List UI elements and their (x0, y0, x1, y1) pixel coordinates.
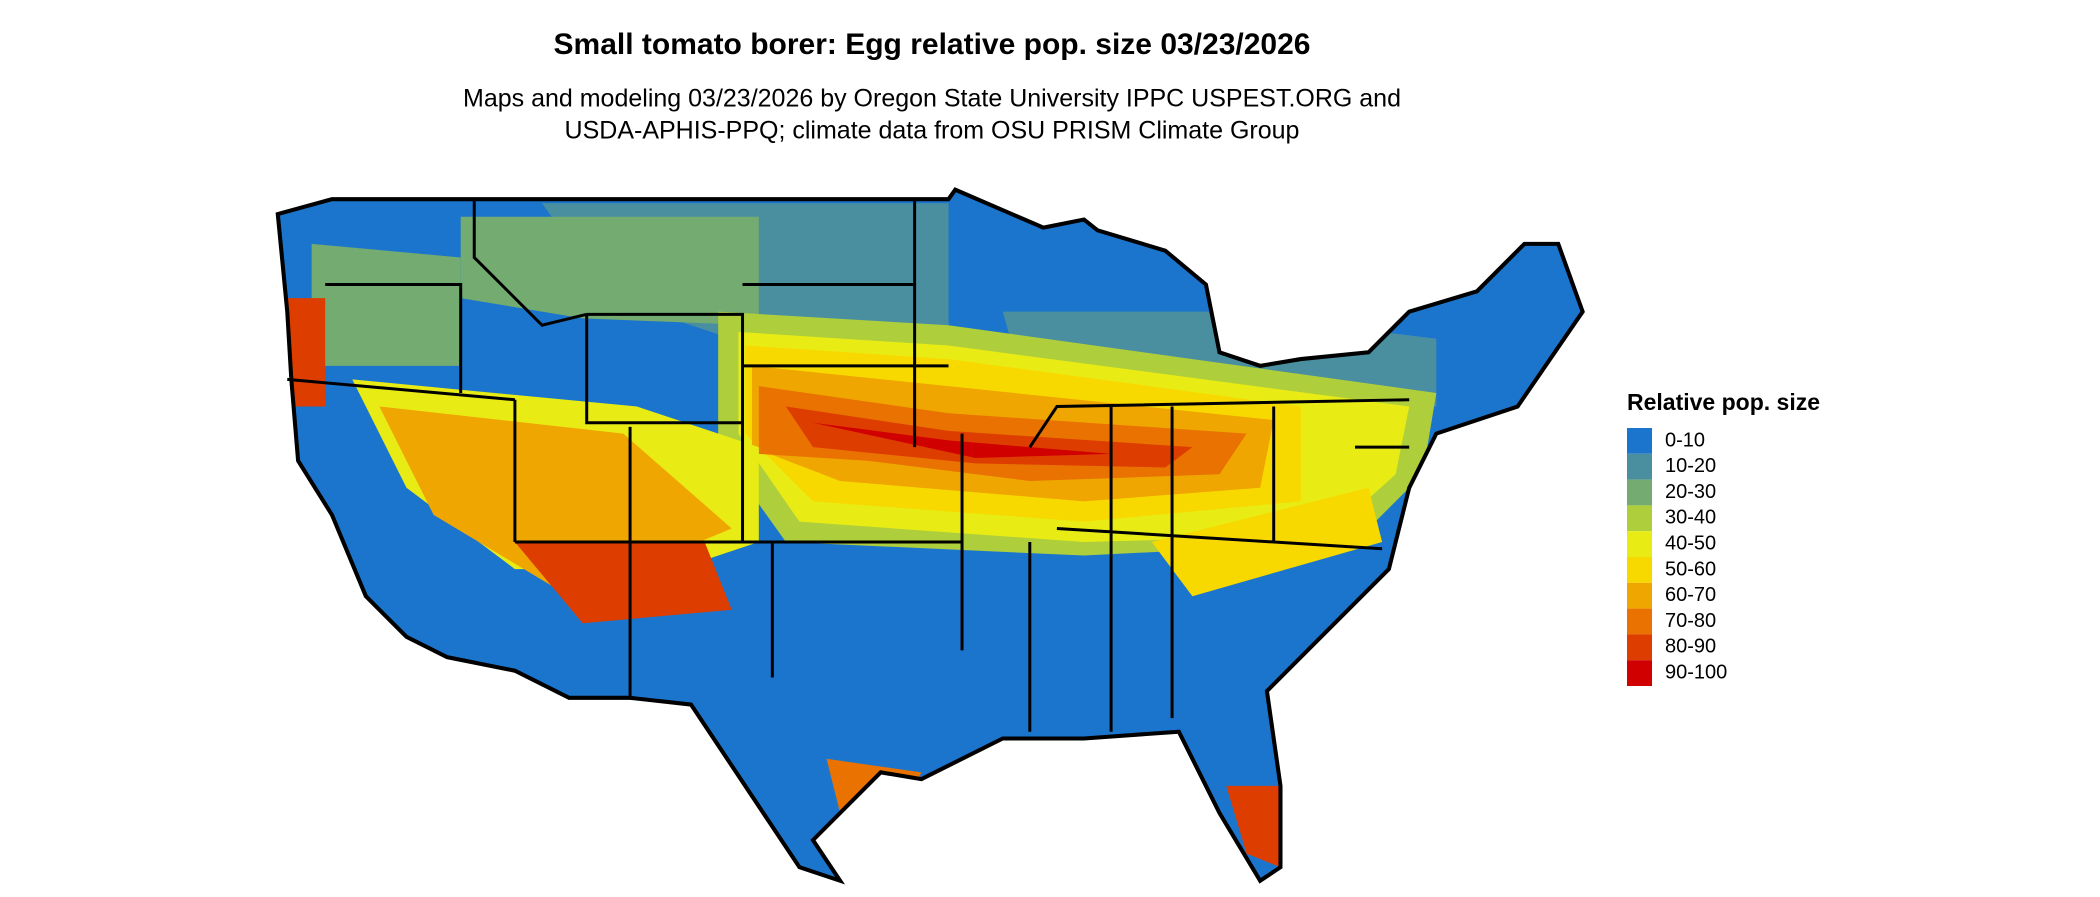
legend-label: 0-10 (1665, 429, 1705, 451)
legend-label: 30-40 (1665, 507, 1716, 529)
region (460, 216, 759, 326)
legend-label: 60-70 (1665, 584, 1716, 606)
legend-label: 50-60 (1665, 558, 1716, 580)
legend-label: 20-30 (1665, 481, 1716, 503)
subtitle: USDA-APHIS-PPQ; climate data from OSU PR… (565, 117, 1300, 145)
legend-swatch (1627, 557, 1652, 583)
legend-swatch (1627, 428, 1652, 454)
legend: 0-10 10-20 20-30 30-40 40-50 50-60 60-70 70-80 8… (1627, 428, 1727, 686)
legend-swatch (1627, 608, 1652, 635)
legend-swatch (1627, 453, 1652, 480)
legend-swatch (1627, 505, 1652, 532)
legend-label: 10-20 (1665, 455, 1716, 477)
legend-swatch (1627, 660, 1652, 686)
legend-label: 80-90 (1665, 636, 1716, 658)
region (813, 422, 1112, 458)
legend-label: 70-80 (1665, 610, 1716, 632)
state-borders (287, 199, 1410, 732)
legend-label: 40-50 (1665, 532, 1716, 554)
legend-swatch (1627, 479, 1652, 506)
region (1226, 785, 1281, 868)
region (514, 542, 732, 624)
legend-label: 90-100 (1665, 661, 1727, 683)
legend-swatch (1627, 634, 1652, 661)
legend-title: Relative pop. size (1627, 389, 1820, 415)
title: Small tomato borer: Egg relative pop. si… (554, 28, 1311, 61)
legend-swatch (1627, 582, 1652, 609)
region (311, 243, 461, 366)
legend-swatch (1627, 531, 1652, 557)
subtitle: Maps and modeling 03/23/2026 by Oregon S… (463, 85, 1401, 113)
us-map (257, 176, 1612, 892)
